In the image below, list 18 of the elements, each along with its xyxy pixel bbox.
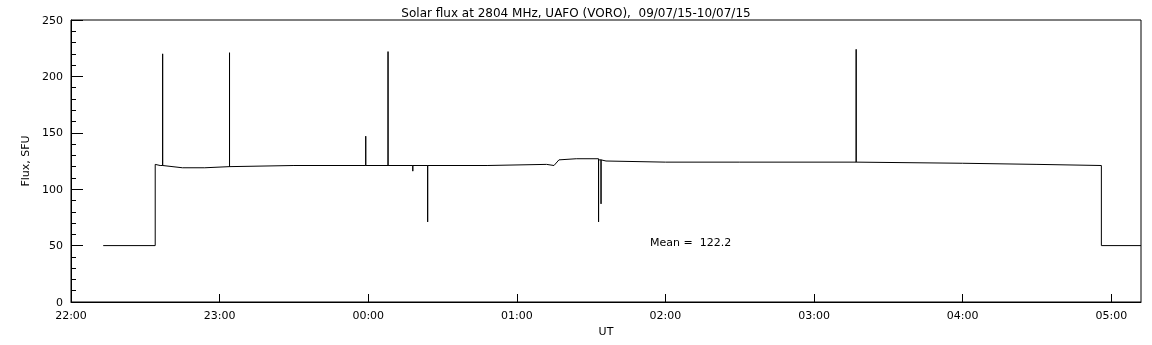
y-tick-label: 200 <box>42 69 63 83</box>
y-tick-label: 100 <box>42 182 63 196</box>
x-tick-label: 23:00 <box>203 309 236 322</box>
y-tick-label: 250 <box>42 13 63 27</box>
x-tick-label: 03:00 <box>798 309 830 322</box>
x-tick-label: 00:00 <box>352 309 385 322</box>
chart-title: Solar flux at 2804 MHz, UAFO (VORO), 09/07/15-10/07/15 <box>401 6 751 20</box>
x-tick-label: 22:00 <box>55 309 87 322</box>
y-tick-label: 0 <box>56 295 63 309</box>
y-tick-label: 150 <box>42 126 63 140</box>
y-tick-label: 50 <box>49 239 63 253</box>
y-axis-title: Flux, SFU <box>19 135 32 187</box>
x-tick-label: 04:00 <box>946 309 979 322</box>
x-tick-label: 01:00 <box>500 309 533 322</box>
x-tick-label: 02:00 <box>649 309 682 322</box>
x-axis-title: UT <box>598 324 614 338</box>
annotation: Mean = 122.2 <box>650 236 732 249</box>
x-tick-label: 05:00 <box>1095 309 1128 322</box>
